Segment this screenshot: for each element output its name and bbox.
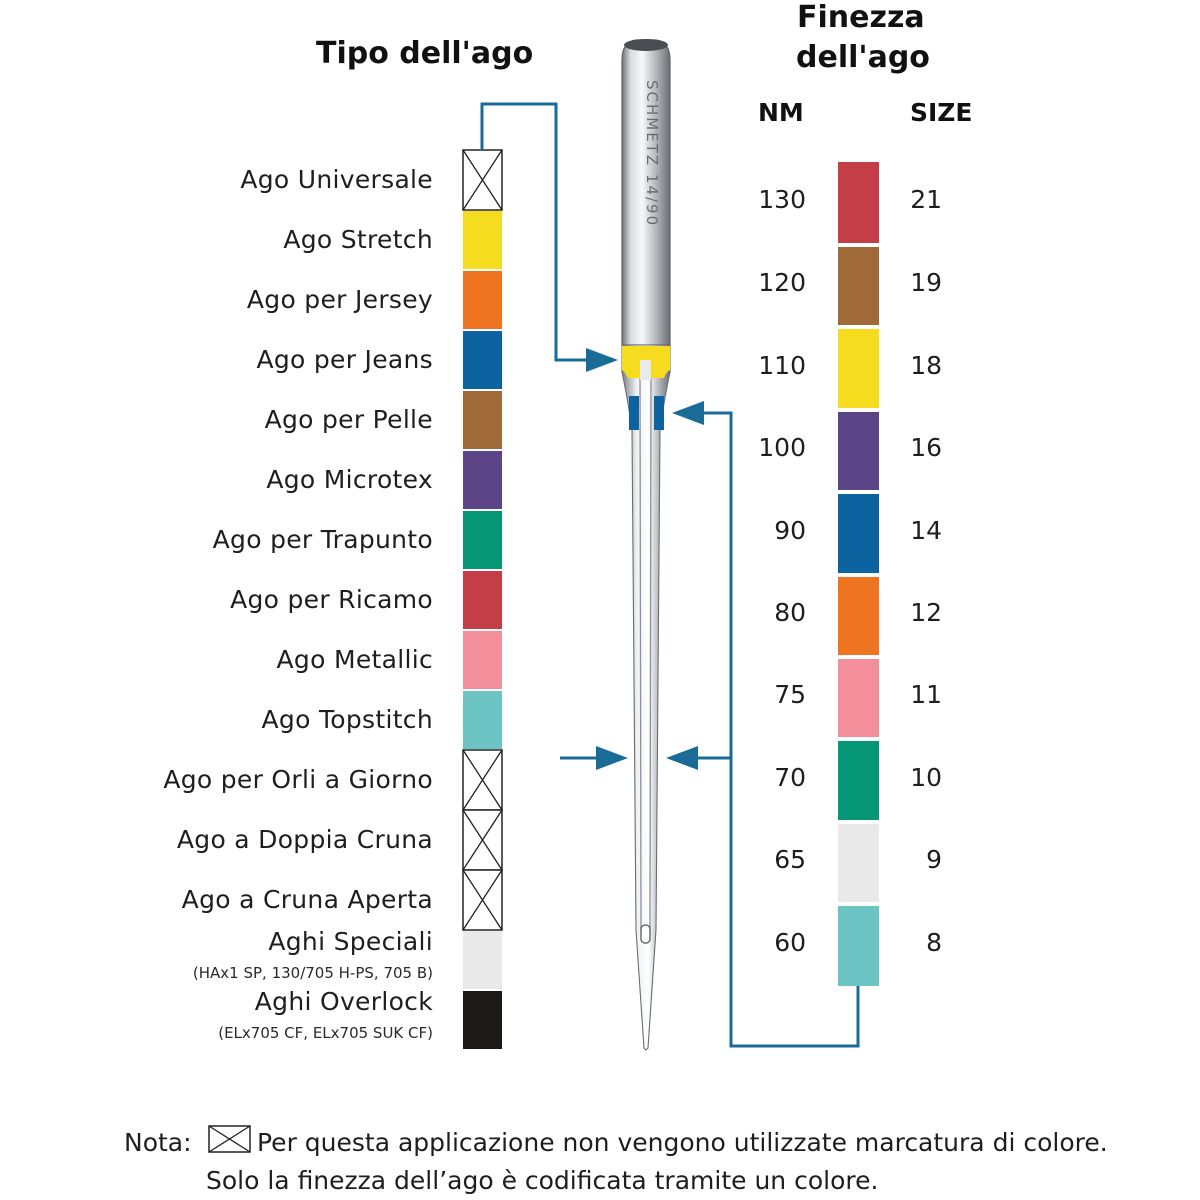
needle-type-swatch [463,631,502,689]
needle-type-swatch [463,331,502,389]
heading-needle-type: Tipo dell'ago [316,36,534,71]
needle-type-label: Ago Stretch [283,225,433,254]
nm-value: 70 [774,762,806,792]
note-line1: Per questa applicazione non vengono util… [257,1128,1108,1157]
connector-arrows [480,102,860,1048]
nm-value: 65 [774,845,806,874]
size-value: 10 [910,762,942,792]
nm-value: 120 [758,268,806,297]
needle-type-swatch [463,211,502,269]
needle-type-sublabel: (ELx705 CF, ELx705 SUK CF) [218,1024,433,1042]
needle-engraving-text: SCHMETZ 14/90 [643,80,661,228]
needle-type-swatch [463,571,502,629]
needle-blade [621,344,671,1051]
size-value: 8 [926,928,942,957]
size-value: 14 [910,515,942,545]
size-value: 19 [910,268,942,297]
no-color-icon [208,1125,251,1153]
needle-type-label: Ago per Jeans [256,345,433,374]
needle-type-swatch [463,991,502,1049]
needle-eye [640,924,651,944]
needle-type-swatch [463,691,502,749]
size-value: 9 [926,845,942,874]
needle-type-swatch [462,149,503,211]
size-value: 18 [910,350,942,380]
heading-size: SIZE [910,98,973,127]
needle-size-swatch [838,162,879,243]
needle-type-label: Ago per Ricamo [230,585,433,614]
needle-type-swatch [462,749,503,811]
nm-value: 75 [774,680,806,709]
needle-size-swatch [838,412,879,490]
needle-type-label: Ago per Trapunto [212,525,433,554]
needle-size-swatch [838,494,879,573]
nm-value: 130 [758,184,806,214]
needle-type-sublabel: (HAx1 SP, 130/705 H-PS, 705 B) [192,964,433,982]
nm-value: 60 [774,928,806,957]
nm-value: 100 [758,433,806,462]
needle-type-label: Ago per Jersey [246,285,433,314]
needle-type-swatch [463,391,502,449]
needle-type-label: Ago Topstitch [261,705,433,734]
needle-size-swatches [838,162,879,986]
heading-fineness-line2: dell'ago [796,40,930,75]
needle-type-label: Ago a Cruna Aperta [181,885,433,914]
needle-size-swatch [838,824,879,902]
note-prefix: Nota: [124,1128,192,1157]
size-value: 12 [910,598,942,627]
needle-type-label: Aghi Speciali [268,927,433,956]
needle-type-swatch [462,869,503,931]
heading-nm: NM [758,98,804,127]
needle-type-swatch [463,271,502,329]
note-line2: Solo la finezza dell’ago è codificata tr… [206,1166,879,1195]
needle-type-label: Ago a Doppia Cruna [176,825,433,854]
needle-size-swatch [838,741,879,820]
needle-type-label: Ago Metallic [276,645,433,674]
size-value: 16 [910,433,942,462]
heading-fineness-line1: Finezza [797,0,925,35]
needle-size-band [629,396,639,430]
needle-size-swatch [838,659,879,737]
needle-type-label: Ago per Orli a Giorno [163,765,433,794]
needle-type-swatches [462,149,503,1049]
needle-type-label: Ago Universale [240,165,433,194]
needle-size-swatch [838,329,879,408]
nm-value: 80 [774,598,806,627]
needle-type-label: Ago per Pelle [264,405,433,434]
needle-type-swatch [463,451,502,509]
needle-type-swatch [462,809,503,871]
needle-type-swatch [463,511,502,569]
size-value: 21 [910,184,942,214]
nm-value: 90 [774,515,806,545]
nm-value: 110 [758,350,806,380]
needle-type-label: Aghi Overlock [254,987,433,1016]
needle-size-swatch [838,906,879,986]
needle-type-label: Ago Microtex [266,465,433,494]
needle-top [624,39,668,51]
size-value: 11 [910,680,942,709]
needle-engraving: SCHMETZ 14/90 [637,80,667,320]
needle-size-swatch [838,247,879,325]
needle-illustration [621,39,671,1051]
needle-type-swatch [463,931,502,989]
needle-size-swatch [838,577,879,655]
